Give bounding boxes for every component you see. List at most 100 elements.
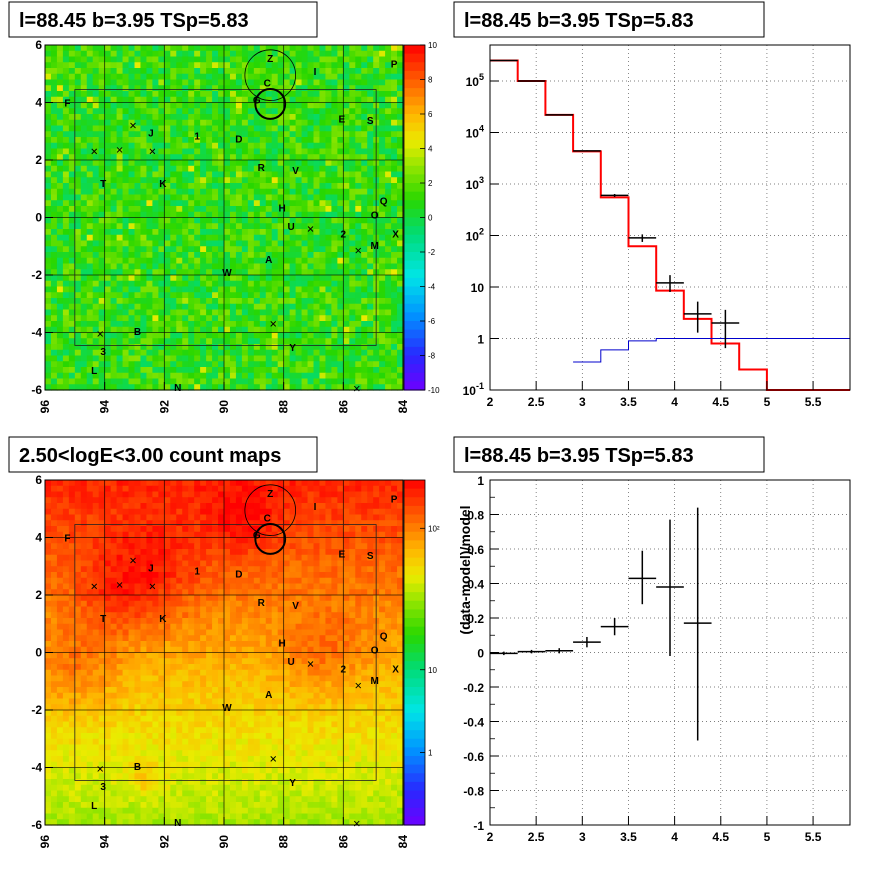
spectrum-y-tick-label: 104 (466, 123, 484, 140)
heatmap-cell (373, 520, 380, 527)
map-y-tick-label: 6 (35, 38, 42, 52)
heatmap-cell (229, 485, 237, 493)
heatmap-cell (218, 62, 225, 69)
heatmap-cell (331, 45, 338, 52)
heatmap-cell (229, 68, 237, 75)
heatmap-cell (283, 485, 291, 493)
heatmap-cell (283, 491, 291, 498)
heatmap-cell (170, 252, 177, 259)
heatmap-cell (331, 229, 338, 236)
heatmap-cell (331, 131, 338, 138)
heatmap-cell (397, 526, 404, 533)
heatmap-cell (313, 280, 321, 288)
heatmap-cell (235, 361, 243, 368)
heatmap-cell (289, 96, 297, 104)
colorbar-tick-label: 6 (428, 110, 433, 119)
heatmap-cell (343, 79, 350, 86)
heatmap-cell (367, 298, 374, 305)
heatmap-cell (140, 275, 148, 282)
heatmap-cell (325, 62, 332, 69)
heatmap-cell (200, 234, 207, 242)
heatmap-cell (45, 531, 52, 539)
heatmap-cell (295, 326, 303, 334)
heatmap-cell (295, 257, 303, 265)
heatmap-cell (152, 148, 159, 155)
heatmap-cell (343, 321, 350, 328)
heatmap-cell (224, 531, 231, 539)
heatmap-cell (182, 108, 189, 115)
heatmap-cell (182, 142, 189, 150)
heatmap-cell (259, 332, 267, 339)
heatmap-cell (152, 183, 159, 190)
heatmap-cell (343, 543, 350, 550)
heatmap-cell (349, 177, 356, 184)
heatmap-cell (158, 263, 165, 270)
heatmap-cell (301, 73, 309, 81)
heatmap-cell (391, 349, 398, 357)
heatmap-cell (283, 56, 291, 63)
heatmap-cell (50, 200, 58, 207)
heatmap-cell (152, 154, 159, 161)
heatmap-cell (170, 315, 177, 322)
heatmap-cell (247, 549, 255, 556)
colorbar-tick-label: -8 (428, 352, 436, 361)
heatmap-cell (247, 85, 255, 92)
heatmap-cell (319, 566, 327, 573)
heatmap-cell (253, 349, 261, 357)
heatmap-cell (50, 114, 58, 121)
heatmap-cell (355, 252, 362, 259)
heatmap-cell (62, 217, 70, 224)
heatmap-cell (367, 183, 374, 190)
heatmap-cell (343, 572, 350, 579)
heatmap-cell (331, 554, 338, 562)
heatmap-cell (277, 246, 285, 253)
heatmap-cell (361, 577, 368, 585)
heatmap-cell (379, 485, 386, 493)
heatmap-cell (325, 96, 332, 104)
heatmap-cell (152, 194, 159, 201)
heatmap-cell (307, 543, 315, 550)
heatmap-cell (86, 315, 94, 322)
heatmap-cell (56, 566, 64, 573)
heatmap-cell (212, 165, 219, 173)
heatmap-cell (301, 560, 309, 567)
heatmap-cell (104, 263, 112, 270)
heatmap-cell (331, 303, 338, 311)
heatmap-cell (122, 292, 130, 299)
heatmap-cell (200, 332, 207, 339)
heatmap-cell (247, 543, 255, 550)
heatmap-cell (74, 142, 82, 150)
heatmap-cell (45, 263, 52, 270)
heatmap-cell (140, 326, 148, 334)
heatmap-cell (319, 531, 327, 539)
heatmap-cell (343, 480, 350, 487)
heatmap-cell (397, 223, 404, 230)
heatmap-cell (128, 200, 136, 207)
heatmap-cell (50, 131, 58, 138)
heatmap-cell (301, 125, 309, 132)
heatmap-cell (98, 269, 106, 276)
heatmap-cell (74, 503, 82, 510)
heatmap-cell (164, 62, 171, 69)
heatmap-cell (206, 68, 213, 75)
heatmap-cell (86, 96, 94, 104)
heatmap-cell (50, 206, 58, 213)
heatmap-cell (397, 148, 404, 155)
heatmap-cell (158, 508, 165, 516)
heatmap-cell (152, 543, 159, 550)
heatmap-cell (253, 508, 261, 516)
heatmap-cell (104, 344, 112, 351)
heatmap-cell (319, 292, 327, 299)
heatmap-cell (289, 298, 297, 305)
heatmap-cell (235, 206, 243, 213)
heatmap-cell (289, 531, 297, 539)
heatmap-cell (212, 321, 219, 328)
heatmap-cell (295, 367, 303, 374)
heatmap-cell (110, 194, 118, 201)
heatmap-cell (253, 45, 261, 52)
heatmap-cell (68, 326, 76, 334)
heatmap-cell (337, 321, 344, 328)
source-label: W (222, 268, 232, 279)
heatmap-cell (98, 315, 106, 322)
heatmap-cell (271, 206, 279, 213)
